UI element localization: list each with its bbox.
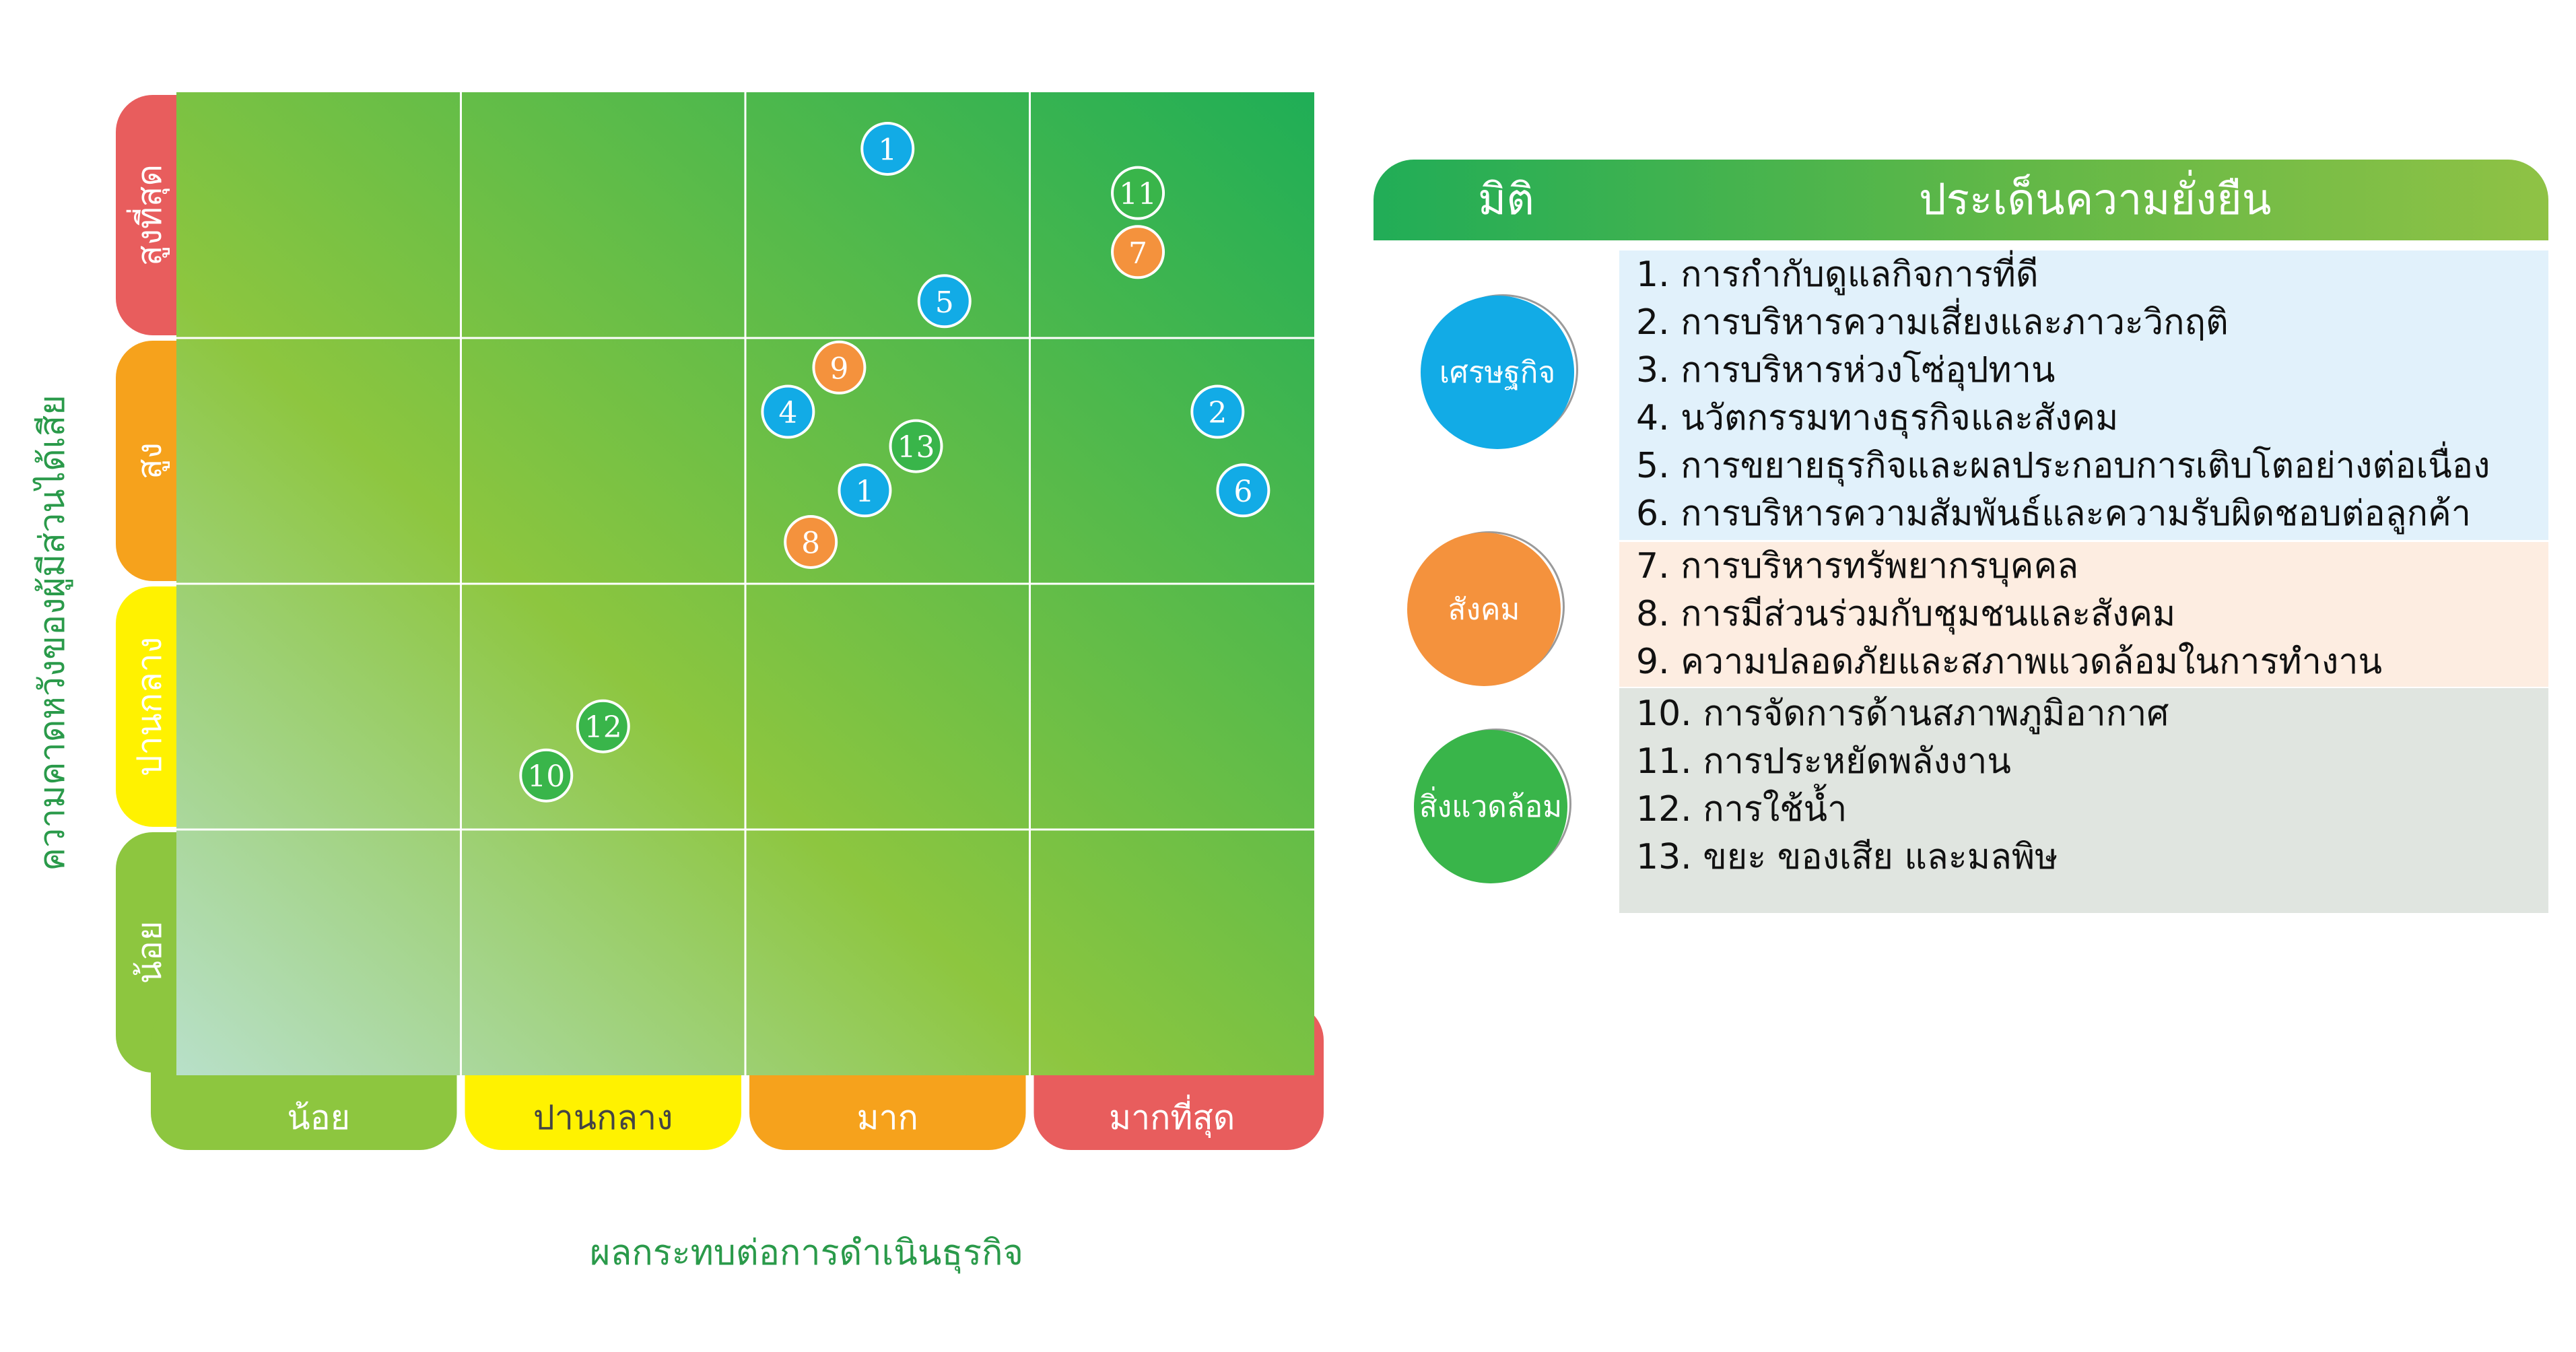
point-4-economy-5: [761, 384, 815, 439]
legend-band-economy: [1619, 250, 2548, 540]
legend-header-issue: ประเด็นความยั่งยืน: [1919, 175, 2272, 225]
point-11-environment-1: [1111, 166, 1165, 220]
point-2-economy-6: [1190, 384, 1245, 439]
point-label-12: 10: [527, 759, 565, 794]
legend-item-7: 7. การบริหารทรัพยากรบุคคล: [1636, 546, 2079, 586]
point-1-economy-0: [860, 121, 915, 176]
x-level-label-3: มากที่สุด: [1109, 1095, 1235, 1138]
point-1-economy-8: [838, 463, 892, 518]
dimension-economy-badge: เศรษฐกิจ: [1421, 292, 1580, 450]
legend-item-13: 13. ขยะ ของเสีย และมลพิษ: [1636, 837, 2058, 877]
point-label-0: 1: [878, 133, 897, 167]
legend-band-environment: [1619, 688, 2548, 913]
legend-item-11: 11. การประหยัดพลังงาน: [1636, 741, 2011, 782]
x-axis-label: ผลกระทบต่อการดำเนินธุรกิจ: [590, 1233, 1023, 1274]
dimension-economy-label: เศรษฐกิจ: [1421, 296, 1574, 449]
point-label-5: 4: [778, 396, 797, 430]
legend-item-1: 1. การกำกับดูแลกิจการที่ดี: [1636, 255, 2039, 295]
point-label-11: 12: [584, 710, 622, 745]
legend-item-3: 3. การบริหารห่วงโซ่อุปทาน: [1636, 350, 2056, 391]
point-label-9: 6: [1233, 475, 1252, 509]
legend-item-12: 12. การใช้น้ำ: [1636, 789, 1848, 830]
point-8-social-10: [784, 514, 838, 569]
point-12-environment-11: [576, 699, 630, 753]
dimension-environment-label: สิ่งแวดล้อม: [1414, 730, 1567, 883]
x-level-label-1: ปานกลาง: [533, 1098, 673, 1137]
point-label-4: 9: [829, 351, 848, 386]
legend-item-5: 5. การขยายธุรกิจและผลประกอบการเติบโตอย่า…: [1636, 446, 2490, 486]
legend-band-social: [1619, 542, 2548, 687]
point-label-2: 7: [1128, 236, 1147, 271]
legend-item-9: 9. ความปลอดภัยและสภาพแวดล้อมในการทำงาน: [1636, 642, 2383, 682]
y-level-label-1: ปานกลาง: [130, 637, 169, 776]
legend-item-6: 6. การบริหารความสัมพันธ์และความรับผิดชอบ…: [1636, 494, 2471, 534]
legend-item-2: 2. การบริหารความเสี่ยงและภาวะวิกฤติ: [1636, 302, 2229, 343]
point-9-social-4: [812, 340, 867, 395]
legend-header-dimension: มิติ: [1478, 175, 1534, 225]
legend-item-8: 8. การมีส่วนร่วมกับชุมชนและสังคม: [1636, 594, 2176, 634]
legend-item-10: 10. การจัดการด้านสภาพภูมิอากาศ: [1636, 694, 2169, 734]
legend-header: มิติ ประเด็นความยั่งยืน: [1374, 160, 2548, 240]
y-level-label-2: สูง: [130, 442, 170, 479]
dimension-environment-badge: สิ่งแวดล้อม: [1414, 726, 1573, 885]
y-level-label-3: สูงที่สุด: [127, 164, 170, 266]
point-label-3: 5: [935, 285, 954, 320]
point-label-6: 2: [1208, 396, 1227, 430]
y-axis-label: ความคาดหวังของผู้มีส่วนได้เสีย: [32, 395, 73, 871]
point-label-8: 1: [855, 475, 874, 509]
point-label-1: 11: [1119, 177, 1157, 211]
x-level-label-2: มาก: [857, 1098, 918, 1137]
dimension-social-badge: สังคม: [1407, 529, 1566, 687]
point-10-environment-12: [519, 748, 574, 803]
legend-item-4: 4. นวัตกรรมทางธุรกิจและสังคม: [1636, 398, 2119, 438]
x-level-label-0: น้อย: [287, 1098, 350, 1137]
dimension-social-label: สังคม: [1407, 533, 1561, 686]
point-13-environment-7: [889, 419, 943, 473]
point-label-7: 13: [897, 430, 935, 465]
point-7-social-2: [1111, 225, 1165, 279]
point-6-economy-9: [1216, 463, 1270, 518]
point-label-10: 8: [801, 526, 820, 560]
y-level-label-0: น้อย: [130, 921, 169, 984]
point-5-economy-3: [917, 274, 972, 329]
